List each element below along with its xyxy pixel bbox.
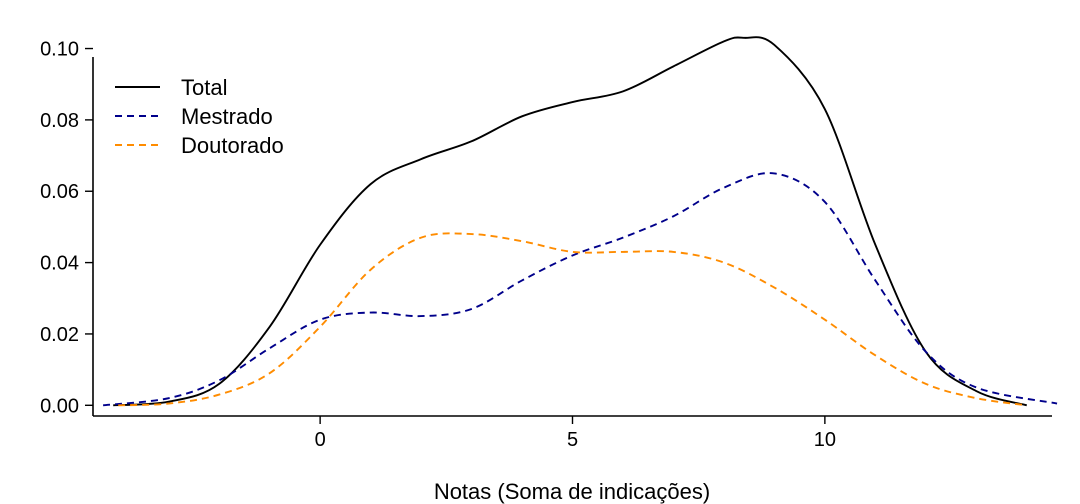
x-tick-label: 5: [567, 429, 578, 451]
legend-label-doutorado: Doutorado: [181, 133, 284, 158]
x-axis-title: Notas (Soma de indicações): [434, 479, 710, 504]
series-line-doutorado: [118, 232, 1027, 407]
y-tick-label: 0.10: [40, 39, 79, 61]
x-tick-label: 0: [315, 429, 326, 451]
y-tick-label: 0.04: [40, 253, 79, 275]
y-tick-label: 0.08: [40, 110, 79, 132]
y-tick-label: 0.02: [40, 324, 79, 346]
x-axis-ticks: 0 5 10: [315, 416, 836, 451]
x-tick-label: 10: [814, 429, 836, 451]
y-axis-ticks: 0.00 0.02 0.04 0.06 0.08 0.10: [40, 39, 93, 417]
y-tick-label: 0.06: [40, 181, 79, 203]
legend: Total Mestrado Doutorado: [115, 75, 284, 158]
legend-label-mestrado: Mestrado: [181, 104, 273, 129]
series-line-total: [113, 36, 1028, 407]
plot-lines: [102, 36, 1058, 407]
series-line-mestrado: [102, 172, 1058, 407]
legend-label-total: Total: [181, 75, 227, 100]
y-tick-label: 0.00: [40, 395, 79, 417]
